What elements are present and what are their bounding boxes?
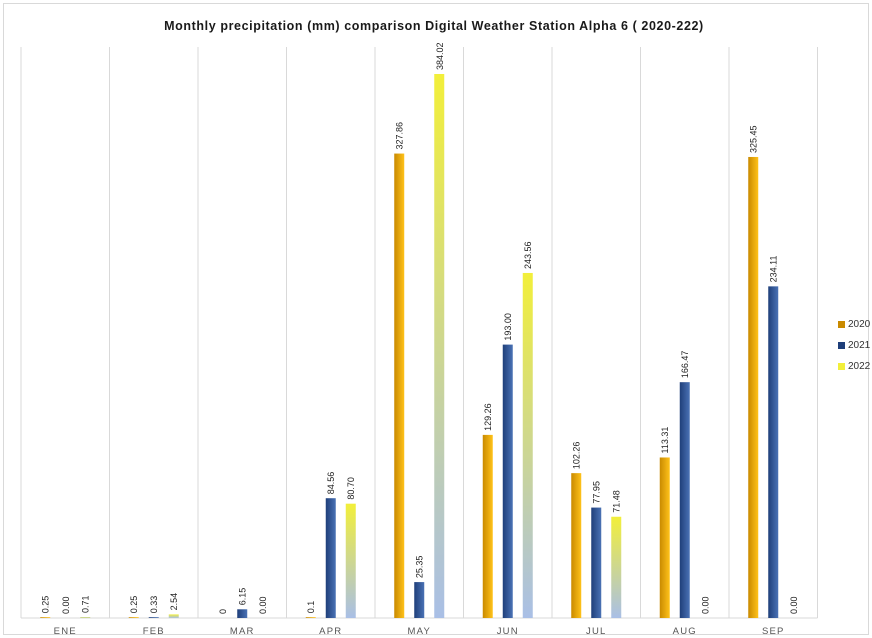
bar-2020-jul bbox=[571, 473, 582, 618]
bar-2020-aug bbox=[659, 457, 670, 618]
chart-title: Monthly precipitation (mm) comparison Di… bbox=[164, 19, 704, 33]
value-label-2020-mar: 0 bbox=[218, 609, 228, 614]
value-label-2021-sep: 234.11 bbox=[769, 256, 779, 283]
value-labels: 0.25 0.00 0.71 0.25 0.33 2.54 0 6.15 0.00 0.1 84.5… bbox=[41, 42, 799, 614]
bar-2021-jun bbox=[502, 344, 513, 618]
value-label-2021-may: 25.35 bbox=[415, 556, 425, 579]
value-label-2021-mar: 6.15 bbox=[238, 588, 248, 606]
bar-2021-mar bbox=[237, 609, 248, 618]
bar-2020-ene bbox=[40, 617, 51, 618]
value-label-2020-apr: 0.1 bbox=[306, 601, 316, 614]
x-tick-label-sep: SEP bbox=[762, 626, 785, 637]
legend-item-2021: 2021 bbox=[838, 335, 870, 356]
value-label-2022-mar: 0.00 bbox=[258, 596, 268, 614]
bar-2020-feb bbox=[128, 617, 139, 618]
bar-2021-may bbox=[414, 582, 425, 618]
bar-2022-jun bbox=[522, 272, 533, 618]
category-tick-labels: ENE FEB MAR APR MAY JUN JUL AUG SEP bbox=[54, 626, 785, 637]
bar-2020-jun bbox=[482, 434, 493, 618]
value-label-2020-feb: 0.25 bbox=[129, 596, 139, 614]
value-label-2020-ene: 0.25 bbox=[41, 596, 51, 614]
value-label-2021-apr: 84.56 bbox=[326, 472, 336, 495]
bar-2022-ene bbox=[80, 616, 91, 618]
bar-2022-apr bbox=[345, 503, 356, 618]
bar-2020-sep bbox=[748, 156, 759, 618]
bar-2022-feb bbox=[168, 614, 179, 618]
x-tick-label-feb: FEB bbox=[143, 626, 165, 637]
value-label-2021-jun: 193.00 bbox=[503, 313, 513, 341]
bar-2021-sep bbox=[768, 286, 779, 618]
value-label-2020-sep: 325.45 bbox=[749, 125, 759, 153]
value-label-2020-jul: 102.26 bbox=[572, 442, 582, 470]
bar-2021-jul bbox=[591, 507, 602, 618]
x-tick-label-apr: APR bbox=[319, 626, 342, 637]
value-label-2022-jun: 243.56 bbox=[523, 241, 533, 269]
bar-2021-feb bbox=[148, 617, 159, 618]
x-tick-label-ene: ENE bbox=[54, 626, 77, 637]
legend: 2020 2021 2022 bbox=[838, 314, 870, 377]
value-label-2020-aug: 113.31 bbox=[660, 427, 670, 454]
value-label-2022-aug: 0.00 bbox=[700, 596, 710, 614]
legend-label-2020: 2020 bbox=[848, 319, 871, 330]
bar-2022-jul bbox=[611, 516, 622, 618]
bar-2020-apr bbox=[305, 617, 316, 618]
value-label-2020-jun: 129.26 bbox=[483, 403, 493, 431]
value-label-2021-ene: 0.00 bbox=[61, 596, 71, 614]
legend-swatch-2022 bbox=[838, 363, 845, 370]
bar-2021-apr bbox=[325, 498, 336, 618]
value-label-2020-may: 327.86 bbox=[395, 122, 405, 150]
bars bbox=[40, 74, 779, 619]
value-label-2022-jul: 71.48 bbox=[612, 490, 622, 513]
x-tick-label-jul: JUL bbox=[586, 626, 607, 637]
legend-item-2020: 2020 bbox=[838, 314, 870, 335]
bar-2021-aug bbox=[679, 382, 690, 618]
value-label-2021-feb: 0.33 bbox=[149, 596, 159, 614]
value-label-2022-may: 384.02 bbox=[435, 42, 445, 70]
legend-swatch-2021 bbox=[838, 342, 845, 349]
legend-label-2021: 2021 bbox=[848, 340, 871, 351]
value-label-2022-ene: 0.71 bbox=[81, 595, 91, 613]
legend-label-2022: 2022 bbox=[848, 361, 871, 372]
legend-item-2022: 2022 bbox=[838, 356, 870, 377]
value-label-2022-apr: 80.70 bbox=[346, 477, 356, 500]
value-label-2021-aug: 166.47 bbox=[680, 351, 690, 379]
legend-swatch-2020 bbox=[838, 321, 845, 328]
x-tick-label-may: MAY bbox=[408, 626, 431, 637]
x-tick-label-jun: JUN bbox=[497, 626, 519, 637]
x-tick-label-aug: AUG bbox=[673, 626, 697, 637]
category-separators bbox=[20, 47, 818, 618]
value-label-2021-jul: 77.95 bbox=[592, 481, 602, 504]
bar-2022-may bbox=[434, 74, 445, 618]
bar-2020-may bbox=[394, 153, 405, 619]
x-tick-label-mar: MAR bbox=[230, 626, 255, 637]
value-label-2022-sep: 0.00 bbox=[789, 596, 799, 614]
value-label-2022-feb: 2.54 bbox=[169, 593, 179, 611]
